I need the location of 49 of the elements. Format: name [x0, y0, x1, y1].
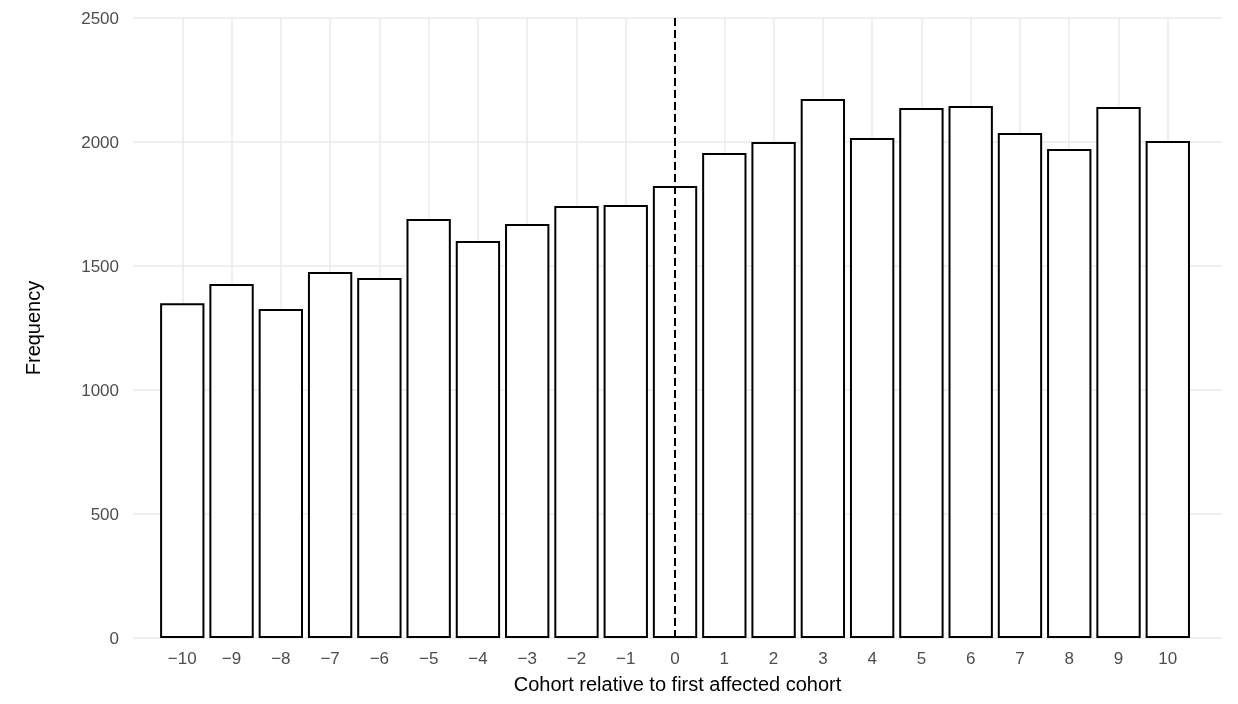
x-tick-label: 0 [670, 649, 680, 668]
bar [209, 284, 254, 638]
bar [800, 99, 846, 638]
x-tick-label: −4 [468, 649, 488, 668]
x-tick-label: −6 [369, 649, 390, 668]
x-tick-label: 2 [768, 649, 779, 668]
bar [751, 142, 796, 638]
y-tick-label: 1500 [81, 256, 119, 276]
bar [1145, 141, 1190, 638]
x-tick-label: 6 [965, 649, 976, 668]
bar [948, 106, 993, 638]
bar [603, 204, 648, 638]
x-tick-label: −5 [418, 649, 439, 668]
bar [1096, 107, 1141, 638]
bar [702, 152, 747, 638]
x-tick-label: 8 [1064, 649, 1074, 668]
x-tick-label: −7 [320, 649, 340, 668]
x-tick-label: −8 [271, 649, 291, 668]
y-axis-title: Frequency [22, 280, 44, 376]
bar [1047, 148, 1092, 638]
bar [455, 240, 501, 638]
bar [258, 308, 303, 638]
x-tick-label: −2 [566, 649, 587, 668]
bar [899, 108, 944, 638]
x-tick-label: 9 [1113, 649, 1124, 668]
x-tick-label: −3 [517, 649, 537, 668]
bar [997, 133, 1043, 638]
x-tick-label: −10 [167, 649, 197, 668]
bar [406, 218, 451, 638]
bar [849, 138, 895, 638]
x-tick-label: 4 [867, 649, 877, 668]
bar [307, 271, 353, 638]
y-tick-label: 2500 [81, 8, 119, 28]
x-tick-label: 5 [916, 649, 927, 668]
x-axis-title: Cohort relative to first affected cohort [513, 673, 842, 695]
bar [357, 277, 402, 638]
x-tick-label: 10 [1158, 649, 1178, 668]
x-tick-label: −9 [221, 649, 242, 668]
bar [554, 205, 599, 638]
bar [505, 224, 550, 638]
x-tick-label: 1 [719, 649, 730, 668]
y-tick-label: 0 [109, 628, 119, 648]
bar [160, 303, 205, 638]
x-tick-label: 3 [818, 649, 828, 668]
y-tick-label: 500 [90, 504, 119, 524]
y-tick-label: 1000 [81, 380, 119, 400]
x-tick-label: 7 [1015, 649, 1025, 668]
x-tick-label: −1 [616, 649, 636, 668]
y-tick-label: 2000 [81, 132, 119, 152]
